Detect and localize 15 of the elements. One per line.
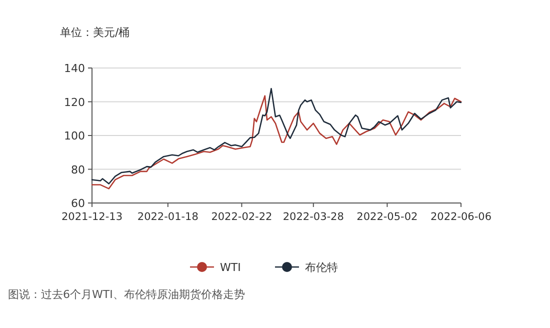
y-tick-label: 140 — [64, 62, 85, 75]
y-tick-label: 100 — [64, 130, 85, 142]
legend-label: WTI — [220, 261, 241, 274]
y-axis-title: 单位：美元/桶 — [60, 26, 130, 39]
y-tick-label: 80 — [71, 163, 85, 176]
y-tick-label: 60 — [71, 197, 85, 210]
text: 图说：过去6个月WTI、布伦特原油期货价格走势 — [8, 288, 245, 301]
x-tick-label: 2022-03-28 — [282, 211, 344, 223]
x-tick-label: 2022-05-02 — [356, 211, 418, 223]
x-tick-label: 2022-02-22 — [211, 211, 272, 223]
y-tick-label: 120 — [64, 96, 85, 109]
x-tick-label: 2021-12-13 — [61, 211, 123, 223]
legend-label: 布伦特 — [305, 261, 338, 274]
x-tick-label: 2022-06-06 — [430, 211, 492, 223]
x-tick-label: 2022-01-18 — [137, 211, 198, 223]
